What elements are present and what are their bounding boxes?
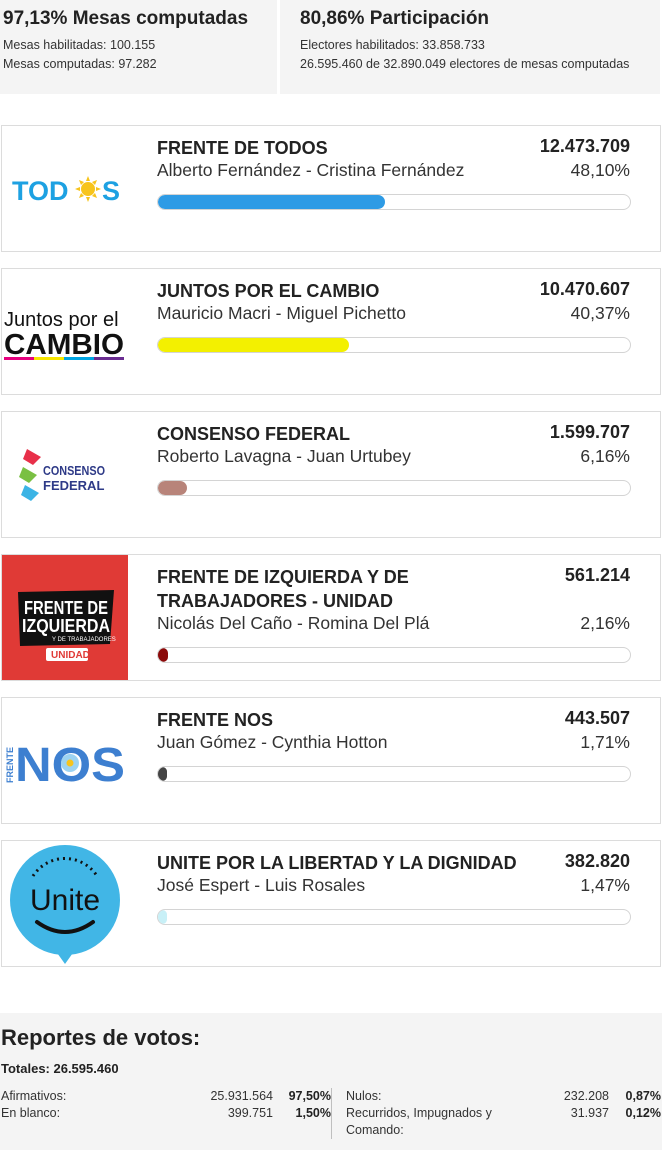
mesas-stat: 97,13% Mesas computadas Mesas habilitada…: [0, 0, 277, 94]
candidate-card[interactable]: Unite UNITE POR LA LIBERTAD Y LA DIGNIDA…: [1, 840, 661, 967]
vote-progress-bar: [157, 766, 631, 782]
report-value: 31.937: [570, 1106, 609, 1120]
report-label: Afirmativos:: [1, 1089, 67, 1103]
report-percent: 97,50%: [288, 1089, 331, 1103]
unite-logo: Unite: [2, 841, 128, 966]
report-row: Recurridos, Impugnados y Comando: 31.937…: [346, 1105, 661, 1139]
participacion-title: 80,86% Participación: [300, 8, 490, 29]
mesas-computadas: Mesas computadas: 97.282: [3, 57, 157, 71]
vote-progress-bar: [157, 647, 631, 663]
mesas-title: 97,13% Mesas computadas: [3, 8, 249, 29]
report-label: Recurridos, Impugnados y Comando:: [346, 1106, 492, 1137]
svg-text:UNIDAD: UNIDAD: [51, 650, 90, 661]
vote-progress-fill: [158, 481, 188, 495]
vote-percent: 6,16%: [580, 446, 630, 466]
candidate-card[interactable]: TOD S FRENTE DE TODOS Alberto Fernández …: [1, 125, 661, 252]
party-name: UNITE POR LA LIBERTAD Y LA DIGNIDAD: [157, 853, 517, 873]
candidate-names: Alberto Fernández - Cristina Fernández: [157, 160, 465, 180]
vote-progress-fill: [158, 195, 386, 209]
vote-reports: Reportes de votos: Totales: 26.595.460 A…: [0, 1013, 662, 1150]
vote-progress-fill: [158, 648, 169, 662]
svg-text:Juntos por el: Juntos por el: [4, 309, 119, 331]
svg-text:FRENTE DE: FRENTE DE: [24, 598, 108, 618]
vote-progress-bar: [157, 909, 631, 925]
frente-nos-logo: FRENTE NOS: [2, 698, 128, 823]
vote-percent: 40,37%: [570, 303, 630, 323]
vote-percent: 2,16%: [580, 613, 630, 633]
frente-de-todos-logo: TOD S: [2, 126, 128, 251]
report-percent: 1,50%: [295, 1106, 331, 1120]
report-column-right: Nulos: 232.208 0,87% Recurridos, Impugna…: [331, 1088, 661, 1139]
candidate-names: Roberto Lavagna - Juan Urtubey: [157, 446, 411, 466]
summary-stats: 97,13% Mesas computadas Mesas habilitada…: [0, 0, 662, 94]
party-name: CONSENSO FEDERAL: [157, 424, 351, 444]
vote-progress-bar: [157, 480, 631, 496]
svg-text:TOD: TOD: [12, 176, 69, 206]
report-column-left: Afirmativos: 25.931.564 97,50% En blanco…: [1, 1088, 331, 1139]
candidate-card[interactable]: Juntos por el CAMBIO JUNTOS POR EL CAMBI…: [1, 268, 661, 395]
smile-icon: [35, 919, 95, 934]
participacion-stat: 80,86% Participación Electores habilitad…: [280, 0, 660, 94]
svg-text:FRENTE: FRENTE: [5, 747, 15, 783]
sun-icon: [66, 759, 74, 766]
svg-text:FEDERAL: FEDERAL: [43, 478, 104, 493]
candidate-names: José Espert - Luis Rosales: [157, 875, 366, 895]
svg-text:CAMBIO: CAMBIO: [4, 329, 124, 361]
report-value: 399.751: [227, 1106, 273, 1120]
report-row: Afirmativos: 25.931.564 97,50%: [1, 1088, 331, 1105]
vote-progress-bar: [157, 337, 631, 353]
candidate-card[interactable]: FRENTE DE IZQUIERDA Y DE TRABAJADORES UN…: [1, 554, 661, 681]
report-label: En blanco:: [1, 1106, 61, 1120]
frente-de-izquierda-logo: FRENTE DE IZQUIERDA Y DE TRABAJADORES UN…: [2, 555, 128, 680]
vote-percent: 1,47%: [580, 875, 630, 895]
report-percent: 0,12%: [625, 1106, 661, 1120]
electores-habilitados: Electores habilitados: 33.858.733: [300, 38, 485, 52]
vote-count: 443.507: [564, 708, 630, 728]
svg-text:IZQUIERDA: IZQUIERDA: [22, 616, 110, 636]
candidate-names: Mauricio Macri - Miguel Pichetto: [157, 303, 406, 323]
report-value: 25.931.564: [210, 1089, 273, 1103]
vote-progress-bar: [157, 194, 631, 210]
candidate-card[interactable]: FRENTE NOS FRENTE NOS Juan Gómez - Cynth…: [1, 697, 661, 824]
report-value: 232.208: [563, 1089, 609, 1103]
party-name: FRENTE NOS: [157, 710, 274, 730]
vote-count: 10.470.607: [539, 279, 630, 299]
reports-title: Reportes de votos:: [1, 1025, 201, 1050]
vote-progress-fill: [158, 338, 349, 352]
candidate-names: Juan Gómez - Cynthia Hotton: [157, 732, 388, 752]
report-percent: 0,87%: [625, 1089, 661, 1103]
svg-text:Unite: Unite: [30, 884, 100, 917]
report-columns: Afirmativos: 25.931.564 97,50% En blanco…: [1, 1088, 661, 1139]
svg-text:CONSENSO: CONSENSO: [43, 463, 105, 478]
candidate-names: Nicolás Del Caño - Romina Del Plá: [157, 613, 430, 633]
vote-percent: 48,10%: [570, 160, 630, 180]
sun-icon: [75, 175, 101, 202]
vote-count: 561.214: [564, 565, 630, 585]
vote-count: 382.820: [564, 851, 630, 871]
mesas-habilitadas: Mesas habilitadas: 100.155: [3, 38, 156, 52]
vote-count: 12.473.709: [539, 136, 630, 156]
consenso-federal-logo: CONSENSO FEDERAL: [2, 412, 128, 537]
svg-text:S: S: [102, 176, 120, 206]
vote-progress-fill: [158, 767, 168, 781]
electores-detalle: 26.595.460 de 32.890.049 electores de me…: [300, 57, 630, 71]
party-name: JUNTOS POR EL CAMBIO: [157, 281, 380, 301]
report-row: Nulos: 232.208 0,87%: [346, 1088, 661, 1105]
juntos-por-el-cambio-logo: Juntos por el CAMBIO: [2, 269, 128, 394]
party-name: FRENTE DE IZQUIERDA Y DE TRABAJADORES - …: [157, 567, 409, 611]
reports-totals: Totales: 26.595.460: [1, 1061, 119, 1076]
vote-percent: 1,71%: [580, 732, 630, 752]
report-label: Nulos:: [346, 1089, 382, 1103]
party-name: FRENTE DE TODOS: [157, 138, 328, 158]
svg-text:Y DE TRABAJADORES: Y DE TRABAJADORES: [52, 637, 116, 643]
vote-count: 1.599.707: [549, 422, 630, 442]
report-row: En blanco: 399.751 1,50%: [1, 1105, 331, 1122]
vote-progress-fill: [158, 910, 168, 924]
candidate-card[interactable]: CONSENSO FEDERAL CONSENSO FEDERAL Robert…: [1, 411, 661, 538]
